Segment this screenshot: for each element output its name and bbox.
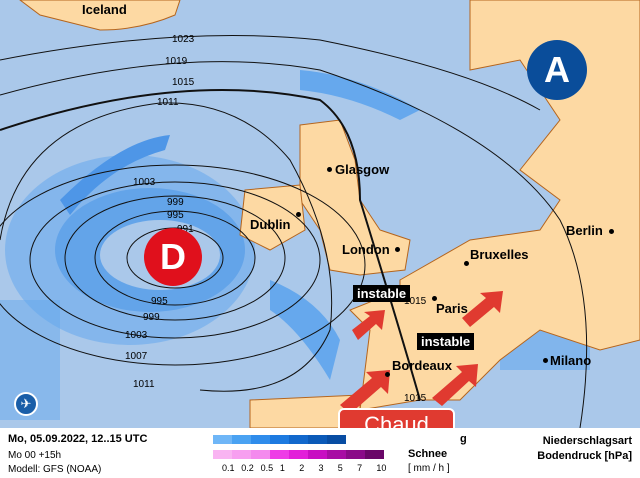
snow-label: Schnee [408, 448, 448, 460]
legend-tick: 2 [299, 463, 305, 473]
city-dot [543, 358, 548, 363]
land [19, 0, 640, 428]
legend-tick: 10 [376, 463, 387, 473]
isobar-lines [0, 35, 588, 428]
city-dot [464, 261, 469, 266]
isobar-label: 1015 [404, 393, 427, 404]
high-pressure-symbol: A [527, 40, 587, 100]
legend-run: Mo 00 +15h [8, 450, 62, 461]
city-london: London [342, 242, 390, 257]
city-dot [609, 229, 614, 234]
isobar-label: 1011 [157, 97, 179, 108]
rain-swatch [213, 435, 232, 444]
legend-title-type: Niederschlagsart [542, 435, 632, 447]
arrow-icon [432, 364, 478, 406]
instable-tag: instable [417, 333, 475, 350]
low-pressure-symbol: D [144, 228, 202, 286]
rain-label: g [460, 433, 467, 445]
isobar-label: 1015 [404, 296, 427, 307]
city-bruxelles: Bruxelles [470, 247, 529, 262]
city-dot [296, 212, 301, 217]
isobar-label: 991 [177, 224, 194, 235]
rain-swatch [232, 435, 251, 444]
city-paris: Paris [436, 301, 468, 316]
legend-tick: 0.2 [241, 463, 254, 473]
isobar-label: 995 [167, 210, 184, 221]
city-dot [385, 372, 390, 377]
isobar-label: 995 [151, 296, 168, 307]
isobar-label: 1003 [125, 330, 148, 341]
iberia-land [249, 394, 361, 428]
legend-tick: 3 [318, 463, 324, 473]
city-berlin: Berlin [566, 223, 603, 238]
legend-tick: 0.1 [222, 463, 235, 473]
snow-swatch [289, 450, 308, 459]
legend: Mo, 05.09.2022, 12..15 UTC Mo 00 +15h Mo… [0, 428, 640, 478]
isobar-label: 1003 [133, 177, 156, 188]
weather-map: 1023 1019 1015 1011 1003 999 995 991 995… [0, 0, 640, 428]
snow-swatch [270, 450, 289, 459]
chaud-label: Chaud [338, 408, 455, 428]
isobar-label: 1019 [165, 56, 188, 67]
snow-swatch [365, 450, 384, 459]
isobar-label: 1023 [172, 34, 195, 45]
city-dot [432, 296, 437, 301]
city-dot [327, 167, 332, 172]
legend-tick: 7 [357, 463, 363, 473]
city-dublin: Dublin [250, 217, 291, 232]
legend-unit: [ mm / h ] [408, 463, 450, 474]
isobar-label: 1011 [133, 379, 155, 390]
globe-icon[interactable]: ✈ [14, 392, 38, 416]
snow-swatch [327, 450, 346, 459]
legend-model: Modell: GFS (NOAA) [8, 464, 102, 475]
iceland-land [19, 0, 181, 31]
legend-tick: 0.5 [260, 463, 274, 473]
rain-swatch [327, 435, 346, 444]
great-britain-land [299, 119, 411, 276]
city-milano: Milano [550, 353, 592, 368]
arrow-icon [352, 310, 385, 340]
snow-swatch [213, 450, 232, 459]
snow-color-bar [213, 450, 384, 459]
arrow-icon [340, 370, 390, 414]
legend-tick: 5 [337, 463, 343, 473]
rain-swatch [289, 435, 308, 444]
isobar-label: 999 [143, 312, 160, 323]
legend-ticks: 0.1 0.2 0.5 1 2 3 5 7 10 [222, 463, 402, 475]
legend-tick: 1 [279, 463, 285, 473]
rain-color-bar [213, 435, 346, 444]
isobar-label: 1007 [125, 351, 148, 362]
rain-swatch [308, 435, 327, 444]
rain-swatch [270, 435, 289, 444]
city-dot [395, 247, 400, 252]
label-iceland: Iceland [82, 2, 127, 17]
instable-tag: instable [353, 285, 411, 302]
snow-swatch [308, 450, 327, 459]
arrow-icon [462, 291, 503, 327]
isobar-label: 999 [167, 197, 184, 208]
legend-title-pressure: Bodendruck [hPa] [537, 450, 632, 462]
warm-air-arrows [340, 291, 503, 414]
city-bordeaux: Bordeaux [392, 358, 452, 373]
continent-land [349, 0, 640, 411]
snow-swatch [232, 450, 251, 459]
city-glasgow: Glasgow [335, 162, 390, 177]
isobar-label: 1015 [172, 77, 195, 88]
rain-swatch [251, 435, 270, 444]
snow-swatch [346, 450, 365, 459]
snow-swatch [251, 450, 270, 459]
legend-date: Mo, 05.09.2022, 12..15 UTC [8, 433, 148, 445]
